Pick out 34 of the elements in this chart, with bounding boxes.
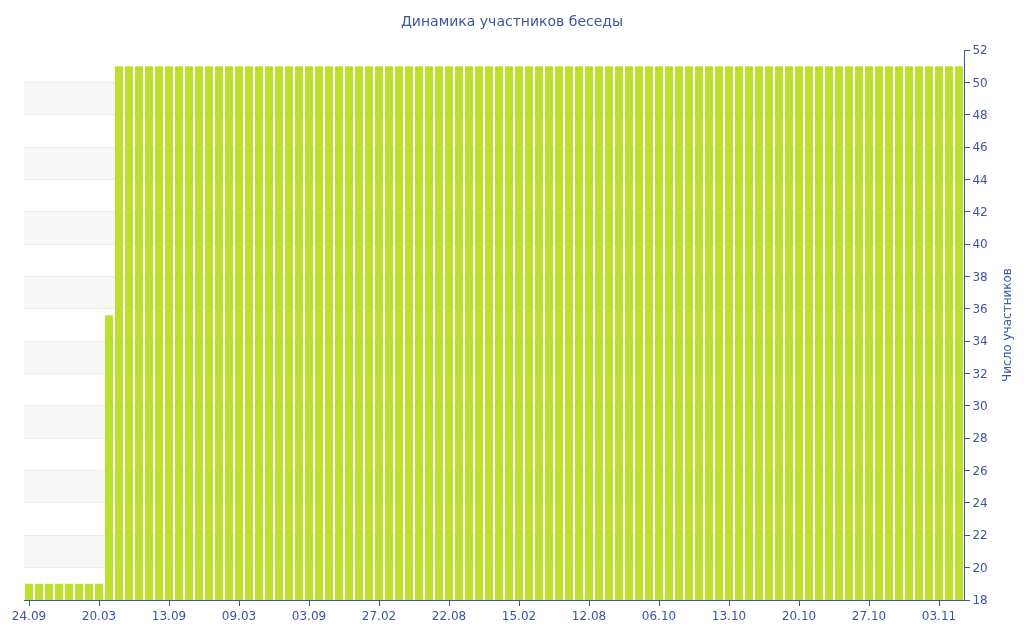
y-tick-label: 30 — [972, 399, 988, 414]
x-tick-label: 06.10 — [641, 609, 677, 624]
y-tick-label: 36 — [972, 302, 988, 317]
x-tick-label: 03.09 — [291, 609, 327, 624]
y-tick-label: 50 — [972, 75, 988, 90]
y-tick-label: 28 — [972, 431, 988, 446]
y-tick-label: 38 — [972, 269, 988, 284]
y-tick-label: 22 — [972, 528, 988, 543]
y-tick-label: 34 — [972, 334, 988, 349]
x-tick-label: 15.02 — [501, 609, 537, 624]
y-axis-title: Число участников — [999, 268, 1014, 382]
x-tick-label: 20.03 — [81, 609, 117, 624]
y-tick-label: 26 — [972, 463, 988, 478]
x-tick-label: 13.09 — [151, 609, 187, 624]
y-tick-label: 20 — [972, 560, 988, 575]
x-tick-label: 20.10 — [781, 609, 817, 624]
y-tick-label: 40 — [972, 237, 988, 252]
chart-title: Динамика участников беседы — [400, 12, 624, 29]
y-tick-label: 48 — [972, 107, 988, 122]
x-tick-label: 09.03 — [221, 609, 257, 624]
y-tick-label: 32 — [972, 366, 988, 381]
y-tick-label: 52 — [972, 43, 988, 58]
y-tick-label: 18 — [972, 593, 988, 608]
x-tick-label: 13.10 — [711, 609, 747, 624]
y-tick-label: 24 — [972, 496, 988, 511]
x-tick-label: 12.08 — [571, 609, 607, 624]
x-tick-label: 22.08 — [431, 609, 467, 624]
x-tick-label: 27.10 — [851, 609, 887, 624]
y-tick-label: 42 — [972, 204, 988, 219]
x-tick-label: 03.11 — [921, 609, 957, 624]
x-tick-label: 24.09 — [11, 609, 47, 624]
y-tick-label: 44 — [972, 172, 988, 187]
x-tick-label: 27.02 — [361, 609, 397, 624]
y-tick-label: 46 — [972, 140, 988, 155]
